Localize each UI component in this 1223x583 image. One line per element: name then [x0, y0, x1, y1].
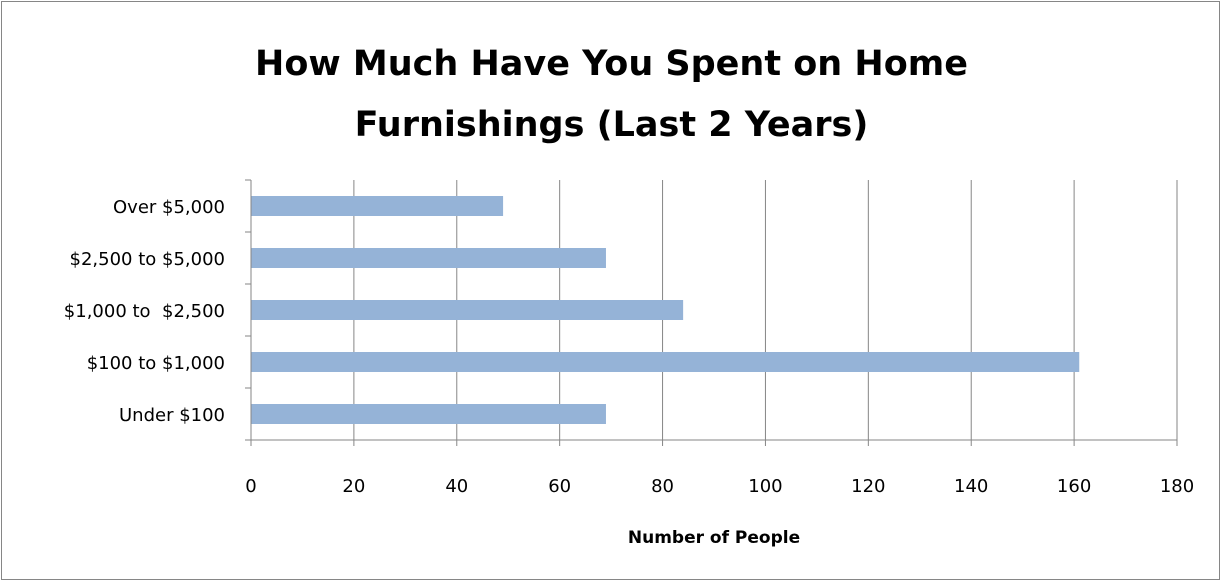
tick-labels: 0 20 40 60 80 100 120 140 160 180 Over $5,000 $2,50… [64, 197, 1194, 497]
y-category-label: Over $5,000 [113, 197, 225, 218]
chart-title-line-1: How Much Have You Spent on Home [255, 44, 968, 84]
x-axis-title: Number of People [628, 528, 800, 548]
y-category-label: $2,500 to $5,000 [70, 249, 225, 270]
x-tick-label: 140 [954, 476, 988, 497]
x-tick-label: 120 [851, 476, 885, 497]
x-tick-label: 0 [245, 476, 256, 497]
x-tick-label: 160 [1057, 476, 1091, 497]
x-tick-label: 40 [445, 476, 468, 497]
chart-title-line-2: Furnishings (Last 2 Years) [354, 105, 869, 145]
bar [251, 196, 504, 216]
bars [251, 196, 1080, 424]
bar [251, 300, 684, 320]
x-tick-label: 60 [548, 476, 571, 497]
y-category-label: $100 to $1,000 [87, 353, 225, 374]
y-category-label: $1,000 to $2,500 [64, 301, 225, 322]
bar [251, 352, 1080, 372]
x-tick-label: 80 [651, 476, 674, 497]
bar [251, 248, 606, 268]
x-tick-label: 20 [342, 476, 365, 497]
x-tick-label: 100 [748, 476, 782, 497]
x-tick-label: 180 [1160, 476, 1194, 497]
bar [251, 404, 606, 424]
y-category-label: Under $100 [119, 405, 225, 426]
axes [245, 179, 1178, 446]
